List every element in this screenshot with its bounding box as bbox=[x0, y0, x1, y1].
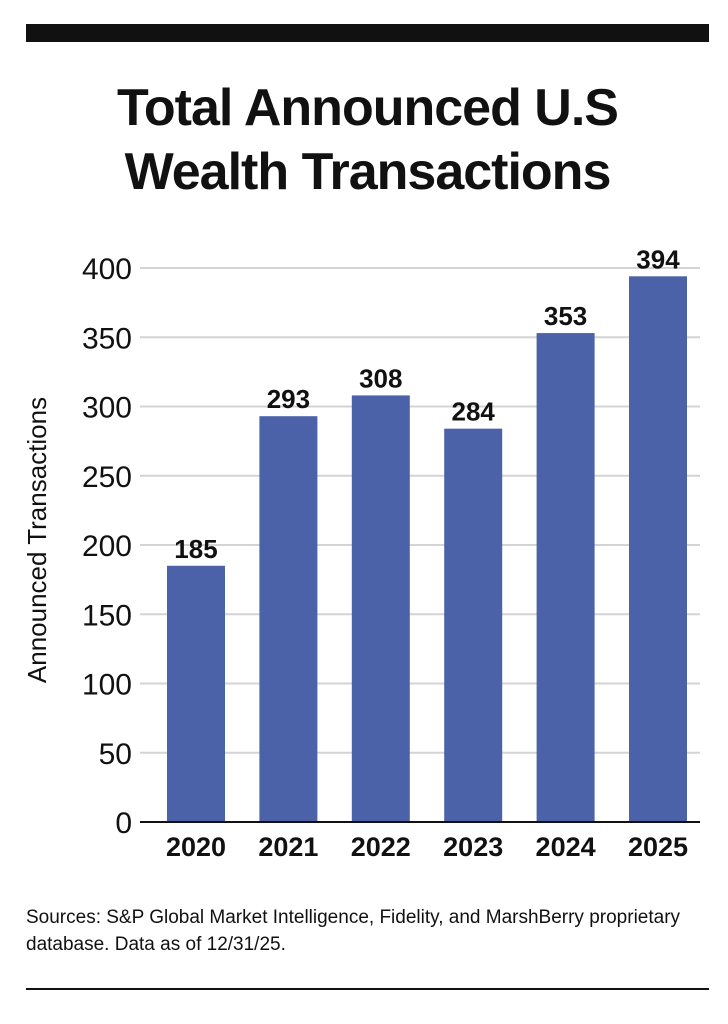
bar bbox=[259, 416, 318, 822]
y-axis-ticks: 0 50 100 150 200 250 300 350 400 bbox=[82, 253, 132, 840]
y-tick-label: 350 bbox=[82, 322, 132, 355]
x-tick-label: 2022 bbox=[351, 832, 411, 862]
source-note: Sources: S&P Global Market Intelligence,… bbox=[26, 907, 681, 955]
y-tick-label: 100 bbox=[82, 669, 132, 702]
y-tick-label: 50 bbox=[99, 738, 132, 771]
y-tick-label: 0 bbox=[115, 807, 132, 840]
chart-title-line-1: Total Announced U.S bbox=[117, 79, 619, 137]
x-tick-label: 2024 bbox=[536, 832, 596, 862]
bar-chart: 0 50 100 150 200 250 300 350 400 185 293 308 284 353… bbox=[22, 244, 700, 862]
gridlines bbox=[140, 267, 700, 754]
y-tick-label: 150 bbox=[82, 599, 132, 632]
bar-value-label: 185 bbox=[174, 534, 217, 564]
bar-value-label: 394 bbox=[636, 244, 680, 274]
bar-value-label: 284 bbox=[452, 397, 496, 427]
x-tick-label: 2021 bbox=[258, 832, 318, 862]
bar bbox=[351, 395, 410, 822]
chart-title: Total Announced U.S Wealth Transactions bbox=[26, 76, 709, 204]
y-tick-label: 300 bbox=[82, 392, 132, 425]
bar bbox=[167, 565, 225, 822]
y-tick-label: 200 bbox=[82, 530, 132, 563]
y-tick-label: 400 bbox=[82, 253, 132, 286]
bar-value-label: 293 bbox=[267, 384, 310, 414]
x-tick-label: 2023 bbox=[443, 832, 503, 862]
bar bbox=[629, 276, 687, 822]
bars bbox=[167, 276, 687, 822]
x-tick-label: 2020 bbox=[166, 832, 226, 862]
bar bbox=[444, 428, 503, 822]
bar-value-labels: 185 293 308 284 353 394 bbox=[174, 244, 680, 563]
y-tick-label: 250 bbox=[82, 461, 132, 494]
bar-value-label: 308 bbox=[359, 363, 402, 393]
bar bbox=[536, 333, 595, 822]
x-axis-labels: 2020 2021 2022 2023 2024 2025 bbox=[166, 832, 688, 862]
top-rule bbox=[26, 24, 709, 42]
chart-title-line-2: Wealth Transactions bbox=[124, 143, 612, 201]
x-tick-label: 2025 bbox=[628, 832, 688, 862]
bottom-rule bbox=[26, 988, 709, 990]
y-axis-label: Announced Transactions bbox=[22, 397, 52, 683]
bar-value-label: 353 bbox=[544, 301, 587, 331]
